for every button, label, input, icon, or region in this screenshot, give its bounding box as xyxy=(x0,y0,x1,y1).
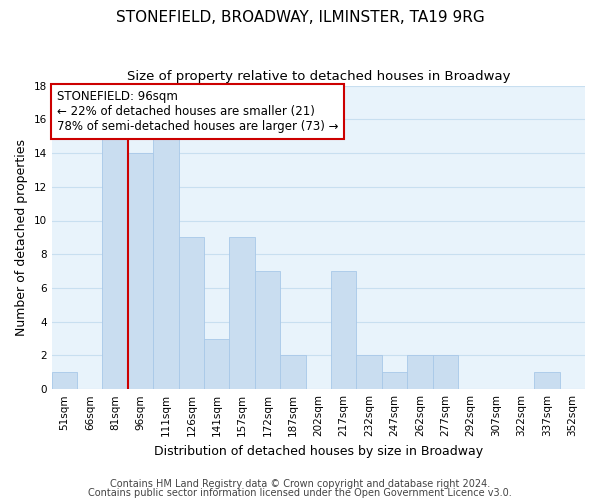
Bar xyxy=(407,356,433,389)
X-axis label: Distribution of detached houses by size in Broadway: Distribution of detached houses by size … xyxy=(154,444,483,458)
Bar xyxy=(382,372,407,389)
Bar xyxy=(229,238,255,389)
Bar xyxy=(280,356,305,389)
Bar xyxy=(128,153,153,389)
Bar xyxy=(534,372,560,389)
Bar xyxy=(331,271,356,389)
Title: Size of property relative to detached houses in Broadway: Size of property relative to detached ho… xyxy=(127,70,510,83)
Text: STONEFIELD, BROADWAY, ILMINSTER, TA19 9RG: STONEFIELD, BROADWAY, ILMINSTER, TA19 9R… xyxy=(116,10,484,25)
Text: STONEFIELD: 96sqm
← 22% of detached houses are smaller (21)
78% of semi-detached: STONEFIELD: 96sqm ← 22% of detached hous… xyxy=(57,90,338,133)
Bar xyxy=(204,338,229,389)
Bar xyxy=(52,372,77,389)
Bar xyxy=(179,238,204,389)
Text: Contains public sector information licensed under the Open Government Licence v3: Contains public sector information licen… xyxy=(88,488,512,498)
Bar xyxy=(153,136,179,389)
Bar xyxy=(356,356,382,389)
Text: Contains HM Land Registry data © Crown copyright and database right 2024.: Contains HM Land Registry data © Crown c… xyxy=(110,479,490,489)
Bar xyxy=(433,356,458,389)
Bar xyxy=(255,271,280,389)
Y-axis label: Number of detached properties: Number of detached properties xyxy=(15,139,28,336)
Bar xyxy=(103,136,128,389)
